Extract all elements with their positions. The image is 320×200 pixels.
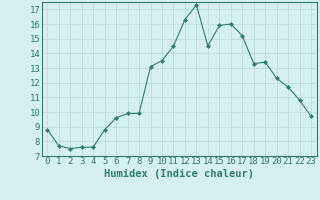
X-axis label: Humidex (Indice chaleur): Humidex (Indice chaleur) xyxy=(104,169,254,179)
